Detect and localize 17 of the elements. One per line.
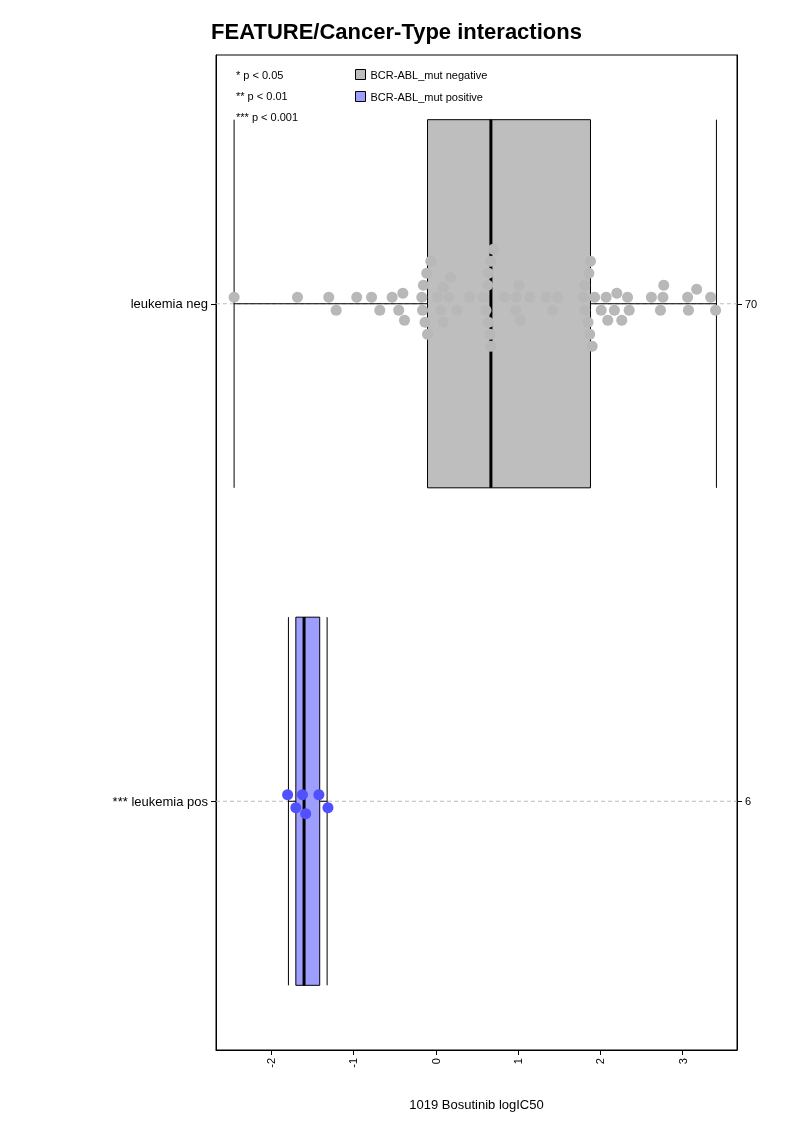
x-tick-label: -1 [347, 1058, 360, 1068]
x-tick-label: -2 [265, 1058, 278, 1068]
chart-title: FEATURE/Cancer-Type interactions [211, 18, 582, 44]
x-tick-label: 1 [512, 1058, 525, 1065]
annotation: ** p < 0.01 [236, 89, 288, 102]
legend-label: BCR-ABL_mut negative [370, 68, 488, 81]
x-tick-label: 0 [429, 1058, 442, 1065]
legend-label: BCR-ABL_mut positive [370, 90, 483, 103]
annotation: * p < 0.05 [236, 68, 284, 81]
y2-tick-label: 70 [745, 297, 758, 310]
y-tick-label: leukemia neg [130, 296, 208, 312]
y-tick-label: *** leukemia pos [112, 793, 209, 809]
x-tick-label: 3 [676, 1058, 689, 1065]
x-axis-title: 1019 Bosutinib logIC50 [409, 1097, 544, 1112]
y2-tick-label: 6 [745, 795, 752, 808]
annotation: *** p < 0.001 [236, 110, 299, 123]
x-tick-label: 2 [594, 1058, 607, 1065]
